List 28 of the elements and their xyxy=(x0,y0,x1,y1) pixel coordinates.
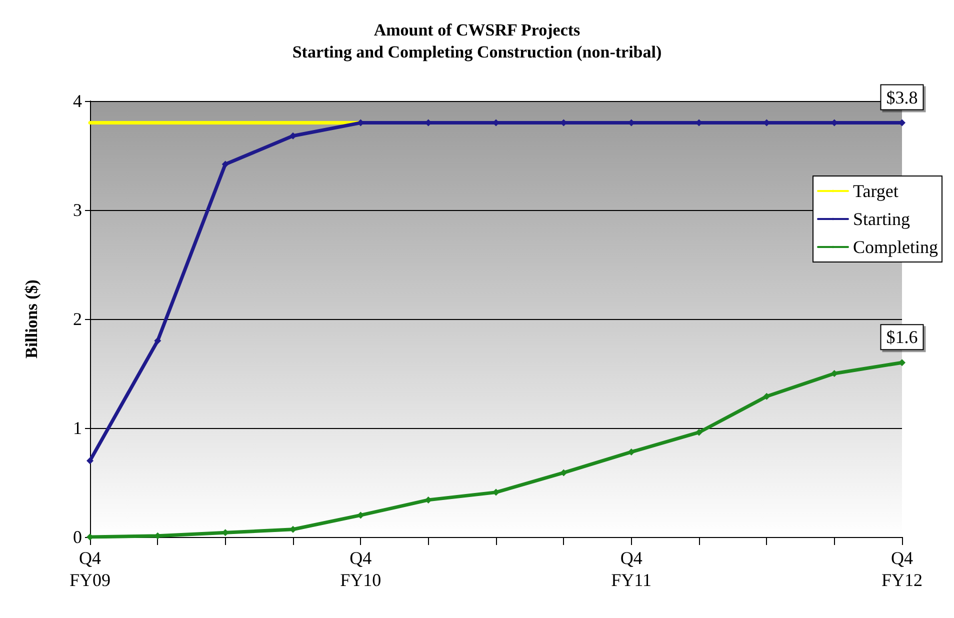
point xyxy=(222,160,229,168)
x-tick-label: Q4 FY10 xyxy=(340,548,382,590)
point xyxy=(424,496,432,504)
chart-title: Amount of CWSRF Projects Starting and Completing Construction (non-tribal) xyxy=(292,20,662,62)
x-tick-label: Q4 FY12 xyxy=(881,548,923,590)
data-label: $1.6 xyxy=(886,327,918,348)
point xyxy=(154,337,162,344)
y-tick-label: 3 xyxy=(73,200,82,220)
data-label: $3.8 xyxy=(886,87,918,108)
y-tick-label: 2 xyxy=(73,309,82,329)
point xyxy=(492,488,500,496)
y-axis-title: Billions ($) xyxy=(22,280,41,358)
point xyxy=(86,457,94,464)
legend-label: Completing xyxy=(853,237,938,257)
y-tick-label: 0 xyxy=(73,527,82,547)
point xyxy=(560,469,568,476)
legend-label: Target xyxy=(853,181,898,201)
point xyxy=(763,392,770,400)
point xyxy=(628,448,635,456)
point xyxy=(290,132,296,140)
point xyxy=(898,359,906,366)
y-tick-label: 1 xyxy=(73,418,82,438)
y-tick-label: 4 xyxy=(73,91,82,111)
legend-label: Starting xyxy=(853,209,910,229)
x-tick-label: Q4 FY09 xyxy=(69,548,111,590)
x-tick-label: Q4 FY11 xyxy=(611,548,652,590)
point xyxy=(696,428,702,436)
point xyxy=(830,370,838,377)
